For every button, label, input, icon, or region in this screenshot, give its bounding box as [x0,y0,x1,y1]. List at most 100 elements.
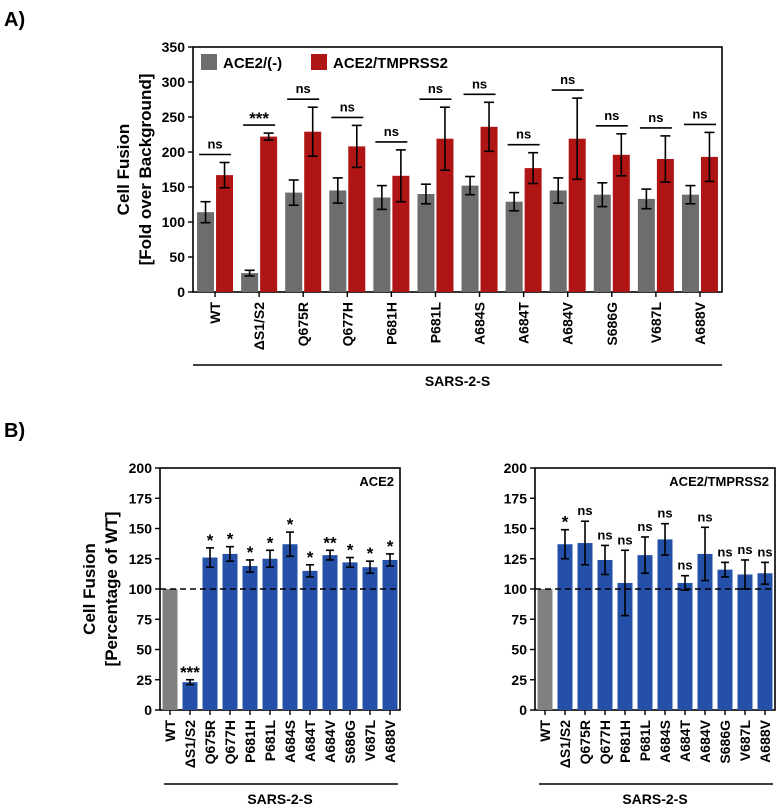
b-right-ytick-label-2: 50 [511,642,527,658]
a-sig-label-2: ns [296,81,311,96]
b-right-sig-label-4: ns [617,532,632,547]
a-bar-ace2tmprss2-6 [480,126,498,292]
b-right-sig-label-5: ns [637,519,652,534]
b-left-sig-label-10: * [367,544,374,563]
a-bar-ace2tmprss2-9 [612,154,630,292]
b-left-xtick-label-10: V687L [362,720,378,762]
b-left-xtick-label-0: WT [162,720,178,742]
b-left-xtick-label-3: Q677H [222,720,238,764]
b-right-bar-9 [717,569,733,710]
b-right-bar-6 [657,539,673,710]
a-bar-ace2tmprss2-5 [436,138,454,292]
a-ylabel-line2: [Fold over Background] [136,74,155,266]
a-ytick-label-2: 100 [162,214,186,230]
b-left-xtick-label-9: S686G [342,720,358,764]
b-left-xtick-label-4: P681H [242,720,258,763]
b-right-ytick-label-7: 175 [504,490,528,506]
a-legend-label-1: ACE2/TMPRSS2 [333,55,448,72]
b-right-ytick-label-1: 25 [511,672,527,688]
a-xtick-label-3: Q677H [339,302,355,346]
b-right-ytick-label-5: 125 [504,551,528,567]
b-right-title: ACE2/TMPRSS2 [669,474,769,489]
b-right-sig-label-9: ns [717,544,732,559]
a-sig-label-4: ns [384,124,399,139]
b-right-xtick-label-2: Q675R [577,720,593,764]
b-left-bar-11 [382,559,398,710]
b-right-sig-label-8: ns [697,509,712,524]
a-ytick-label-7: 350 [162,39,186,55]
a-bar-ace2tmprss2-7 [524,168,542,292]
b-left-xtick-label-5: P681L [262,720,278,762]
a-xtick-label-11: A688V [692,301,708,344]
b-left-ytick-label-2: 50 [136,642,152,658]
b-right-bar-10 [737,574,753,710]
b-left-sig-label-8: ** [323,533,337,552]
a-bar-ace2-10 [637,198,655,292]
b-right-bar-5 [637,555,653,710]
b-left-sig-label-9: * [347,541,354,560]
a-sig-label-7: ns [516,127,531,142]
b-left-bar-5 [262,558,278,710]
b-left-bar-1 [182,682,198,710]
b-right-sig-label-10: ns [737,542,752,557]
b-left-sig-label-11: * [387,537,394,556]
b-right-xtick-label-7: A684T [677,720,693,762]
a-bar-ace2-9 [593,194,611,292]
b-left-bar-10 [362,567,378,710]
a-ytick-label-5: 250 [162,109,186,125]
b-right-xtick-label-5: P681L [637,720,653,762]
b-left-bar-8 [322,555,338,710]
b-right-xtick-label-10: V687L [737,720,753,762]
a-ytick-label-4: 200 [162,144,186,160]
a-group-label: SARS-2-S [425,373,490,389]
a-sig-label-6: ns [472,76,487,91]
a-xtick-label-10: V687L [648,302,664,344]
a-bar-ace2-0 [197,212,215,292]
b-right-sig-label-2: ns [577,503,592,518]
b-right-sig-label-7: ns [677,558,692,573]
b-left-bar-6 [282,544,298,710]
a-bar-ace2-6 [461,185,479,292]
a-xtick-label-6: A684S [472,302,488,345]
a-bar-ace2-1 [241,273,259,292]
b-left-sig-label-1: *** [180,663,200,682]
b-right-bar-7 [677,582,693,710]
b-right-group-label: SARS-2-S [622,791,687,807]
a-xtick-label-4: P681H [383,302,399,345]
b-right-xtick-label-8: A684V [697,719,713,762]
a-plot-frame [192,46,723,293]
a-bar-ace2-5 [417,194,435,292]
b-right-xtick-label-0: WT [537,720,553,742]
b-left-xtick-label-11: A688V [382,719,398,762]
panel-label-b: B) [4,420,25,442]
a-legend-swatch-1 [311,54,327,70]
a-sig-label-0: ns [207,137,222,152]
b-left-group-label: SARS-2-S [247,791,312,807]
a-bar-ace2tmprss2-0 [216,175,234,292]
a-bar-ace2-3 [329,190,347,292]
a-sig-label-8: ns [560,72,575,87]
b-left-sig-label-2: * [207,531,214,550]
b-left-ytick-label-6: 150 [129,521,153,537]
b-left-xtick-label-8: A684V [322,719,338,762]
b-left-sig-label-4: * [247,543,254,562]
b-right-ytick-label-4: 100 [504,581,528,597]
a-legend-swatch-0 [201,54,217,70]
a-bar-ace2tmprss2-10 [656,159,674,292]
b-right-bar-2 [577,543,593,710]
b-left-bar-7 [302,570,318,710]
b-right-xtick-label-1: ΔS1/S2 [557,720,573,768]
b-right-xtick-label-11: A688V [757,719,773,762]
a-xtick-label-0: WT [207,302,223,324]
a-bar-ace2-8 [549,190,567,292]
a-bar-ace2tmprss2-11 [700,156,718,292]
b-left-ylabel-line2: [Percentage of WT] [102,512,121,667]
b-left-bar-9 [342,562,358,710]
b-left-sig-label-3: * [227,530,234,549]
b-right-xtick-label-3: Q677H [597,720,613,764]
a-bar-ace2tmprss2-8 [568,138,586,292]
a-xtick-label-1: ΔS1/S2 [251,302,267,350]
b-right-bar-8 [697,553,713,710]
